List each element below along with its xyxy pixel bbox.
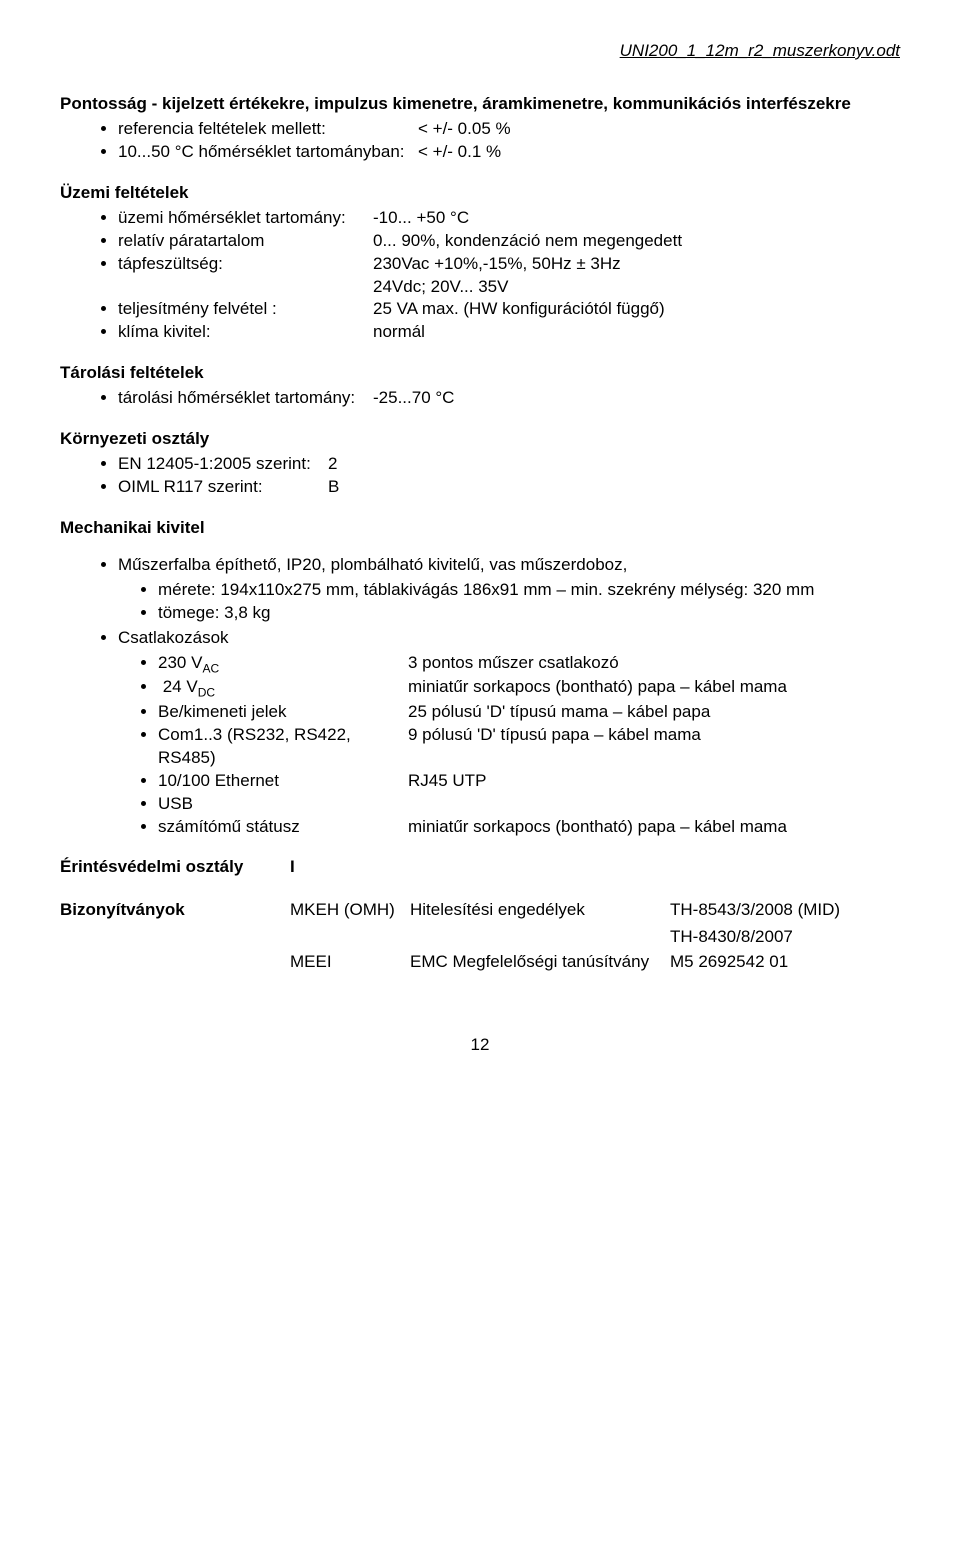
conn-usb-item: USB <box>158 793 900 816</box>
env-oiml-value: B <box>328 476 339 499</box>
operating-temp-label: üzemi hőmérséklet tartomány: <box>118 207 373 230</box>
conn-24v-value: miniatűr sorkapocs (bontható) papa – káb… <box>408 676 787 701</box>
env-en-item: EN 12405-1:2005 szerint: 2 <box>118 453 900 476</box>
cert-mkeh-label: MKEH (OMH) <box>290 899 410 924</box>
conn-io-value: 25 pólusú 'D' típusú mama – kábel papa <box>408 701 710 724</box>
operating-supply-label: tápfeszültség: <box>118 253 373 276</box>
mech-panel-sublist: mérete: 194x110x275 mm, táblakivágás 186… <box>118 579 900 625</box>
cert-mkeh-desc: Hitelesítési engedélyek <box>410 899 670 924</box>
conn-230v-label: 230 VAC <box>158 652 408 677</box>
operating-power-label: teljesítmény felvétel : <box>118 298 373 321</box>
conn-230v-item: 230 VAC 3 pontos műszer csatlakozó <box>158 652 900 677</box>
accuracy-ref-value: < +/- 0.05 % <box>418 118 511 141</box>
mech-panel-label: Műszerfalba építhető, IP20, plombálható … <box>118 555 627 574</box>
cert-mkeh-value1: TH-8543/3/2008 (MID) <box>670 899 840 924</box>
accuracy-ref-item: referencia feltételek mellett: < +/- 0.0… <box>118 118 900 141</box>
mech-panel-item: Műszerfalba építhető, IP20, plombálható … <box>118 554 900 625</box>
storage-temp-item: tárolási hőmérséklet tartomány: -25...70… <box>118 387 900 410</box>
operating-list: üzemi hőmérséklet tartomány: -10... +50 … <box>60 207 900 345</box>
cert-meei-value: M5 2692542 01 <box>670 951 788 974</box>
conn-eth-value: RJ45 UTP <box>408 770 486 793</box>
conn-io-item: Be/kimeneti jelek 25 pólusú 'D' típusú m… <box>158 701 900 724</box>
mech-weight-item: tömege: 3,8 kg <box>158 602 900 625</box>
operating-humid-label: relatív páratartalom <box>118 230 373 253</box>
operating-supply-item: tápfeszültség: 230Vac +10%,-15%, 50Hz ± … <box>118 253 900 299</box>
operating-title: Üzemi feltételek <box>60 182 900 205</box>
storage-temp-value: -25...70 °C <box>373 387 454 410</box>
conn-status-item: számítómű státusz miniatűr sorkapocs (bo… <box>158 816 900 839</box>
conn-24v-label: 24 VDC <box>158 676 408 701</box>
storage-temp-label: tárolási hőmérséklet tartomány: <box>118 387 373 410</box>
operating-supply-value1: 230Vac +10%,-15%, 50Hz ± 3Hz <box>373 253 621 276</box>
conn-eth-item: 10/100 Ethernet RJ45 UTP <box>158 770 900 793</box>
mech-conn-label: Csatlakozások <box>118 628 229 647</box>
spacer <box>118 276 373 299</box>
conn-io-label: Be/kimeneti jelek <box>158 701 408 724</box>
accuracy-range-label: 10...50 °C hőmérséklet tartományban: <box>118 141 418 164</box>
env-en-label: EN 12405-1:2005 szerint: <box>118 453 328 476</box>
cert-meei-desc: EMC Megfelelőségi tanúsítvány <box>410 951 670 974</box>
operating-temp-item: üzemi hőmérséklet tartomány: -10... +50 … <box>118 207 900 230</box>
protection-value: I <box>290 856 295 879</box>
cert-mkeh-value2: TH-8430/8/2007 <box>670 926 793 949</box>
mech-list: Műszerfalba építhető, IP20, plombálható … <box>60 554 900 839</box>
conn-usb-label: USB <box>158 793 408 816</box>
operating-supply-value2: 24Vdc; 20V... 35V <box>373 276 508 299</box>
page-number: 12 <box>60 1034 900 1057</box>
env-list: EN 12405-1:2005 szerint: 2 OIML R117 sze… <box>60 453 900 499</box>
operating-climate-value: normál <box>373 321 425 344</box>
operating-humid-item: relatív páratartalom 0... 90%, kondenzác… <box>118 230 900 253</box>
storage-list: tárolási hőmérséklet tartomány: -25...70… <box>60 387 900 410</box>
mech-conn-item: Csatlakozások 230 VAC 3 pontos műszer cs… <box>118 627 900 839</box>
env-title: Környezeti osztály <box>60 428 900 451</box>
accuracy-ref-label: referencia feltételek mellett: <box>118 118 418 141</box>
conn-eth-label: 10/100 Ethernet <box>158 770 408 793</box>
accuracy-title: Pontosság - kijelzett értékekre, impulzu… <box>60 93 900 116</box>
conn-com-value: 9 pólusú 'D' típusú papa – kábel mama <box>408 724 701 770</box>
env-oiml-item: OIML R117 szerint: B <box>118 476 900 499</box>
conn-status-label: számítómű státusz <box>158 816 408 839</box>
mech-title: Mechanikai kivitel <box>60 517 900 540</box>
env-en-value: 2 <box>328 453 337 476</box>
operating-climate-label: klíma kivitel: <box>118 321 373 344</box>
operating-temp-value: -10... +50 °C <box>373 207 469 230</box>
accuracy-list: referencia feltételek mellett: < +/- 0.0… <box>60 118 900 164</box>
operating-power-value: 25 VA max. (HW konfigurációtól függő) <box>373 298 665 321</box>
conn-24v-item: 24 VDC miniatűr sorkapocs (bontható) pap… <box>158 676 900 701</box>
protection-title: Érintésvédelmi osztály <box>60 856 290 879</box>
accuracy-range-item: 10...50 °C hőmérséklet tartományban: < +… <box>118 141 900 164</box>
cert-meei-label: MEEI <box>290 951 410 974</box>
cert-title: Bizonyítványok <box>60 899 290 922</box>
operating-humid-value: 0... 90%, kondenzáció nem megengedett <box>373 230 682 253</box>
accuracy-range-value: < +/- 0.1 % <box>418 141 501 164</box>
operating-climate-item: klíma kivitel: normál <box>118 321 900 344</box>
env-oiml-label: OIML R117 szerint: <box>118 476 328 499</box>
conn-status-value: miniatűr sorkapocs (bontható) papa – káb… <box>408 816 787 839</box>
storage-title: Tárolási feltételek <box>60 362 900 385</box>
operating-power-item: teljesítmény felvétel : 25 VA max. (HW k… <box>118 298 900 321</box>
header-filename: UNI200_1_12m_r2_muszerkonyv.odt <box>60 40 900 63</box>
conn-com-label: Com1..3 (RS232, RS422, RS485) <box>158 724 408 770</box>
conn-com-item: Com1..3 (RS232, RS422, RS485) 9 pólusú '… <box>158 724 900 770</box>
mech-conn-sublist: 230 VAC 3 pontos műszer csatlakozó 24 VD… <box>118 652 900 839</box>
conn-230v-value: 3 pontos műszer csatlakozó <box>408 652 619 677</box>
mech-size-item: mérete: 194x110x275 mm, táblakivágás 186… <box>158 579 900 602</box>
